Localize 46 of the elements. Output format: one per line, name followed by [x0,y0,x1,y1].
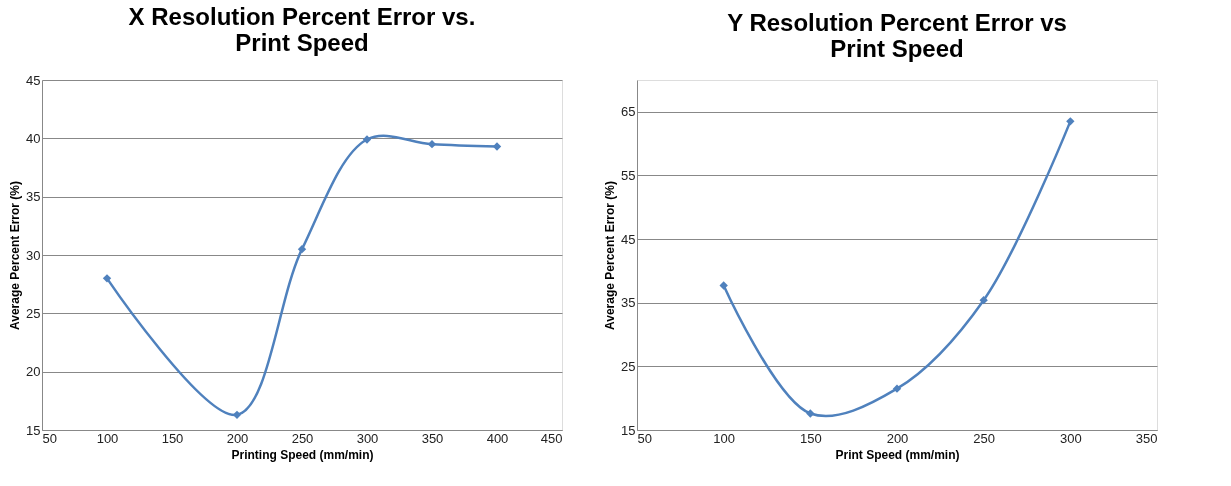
point [102,274,112,283]
y-tick-label: 15 [621,422,636,438]
y-tick-label: 25 [621,358,636,374]
point [979,296,988,305]
x-tick-label: 200 [886,430,909,446]
y-tick-label: 40 [26,130,41,146]
y-axis-title: Average Percent Error (%) [603,181,618,330]
y-tick-label: 25 [26,305,41,321]
x-tick-label: 450 [540,430,563,446]
chart-title: X Resolution Percent Error vs. Print Speed [128,3,476,56]
point [297,244,307,254]
x-tick-label: 50 [42,430,57,446]
x-tick-label: 150 [799,430,822,446]
y-tick-label: 35 [621,295,636,311]
x-tick-label: 100 [713,430,736,446]
y-tick-label: 45 [26,72,41,88]
y-tick-label: 45 [621,231,636,247]
point [362,135,372,144]
y-axis-title: Average Percent Error (%) [8,181,23,330]
y-tick-label: 35 [26,189,41,205]
x-tick-label: 100 [96,430,119,446]
x-tick-label: 200 [226,430,249,446]
x-tick-label: 150 [161,430,184,446]
point [232,410,242,420]
x-tick-label: 50 [637,430,652,446]
point [1066,117,1075,126]
chart-title: Y Resolution Percent Error vs Print Speed [727,9,1067,62]
x-tick-label: 300 [1059,430,1082,446]
point [427,139,437,149]
x-tick-label: 350 [1135,430,1158,446]
x-axis-title: Print Speed (mm/min) [835,447,960,462]
x-tick-label: 350 [421,430,444,446]
y-tick-label: 55 [621,167,636,183]
x-tick-label: 250 [973,430,996,446]
y-tick-label: 20 [26,364,41,380]
point [892,384,902,393]
point [719,281,728,290]
point [806,409,815,418]
y-tick-label: 65 [621,104,636,120]
x-tick-label: 400 [486,430,509,446]
y-tick-label: 15 [26,422,41,438]
x-axis-title: Printing Speed (mm/min) [231,447,374,462]
y-tick-label: 30 [26,247,41,263]
x-tick-label: 300 [356,430,379,446]
x-tick-label: 250 [291,430,314,446]
point [492,142,502,151]
